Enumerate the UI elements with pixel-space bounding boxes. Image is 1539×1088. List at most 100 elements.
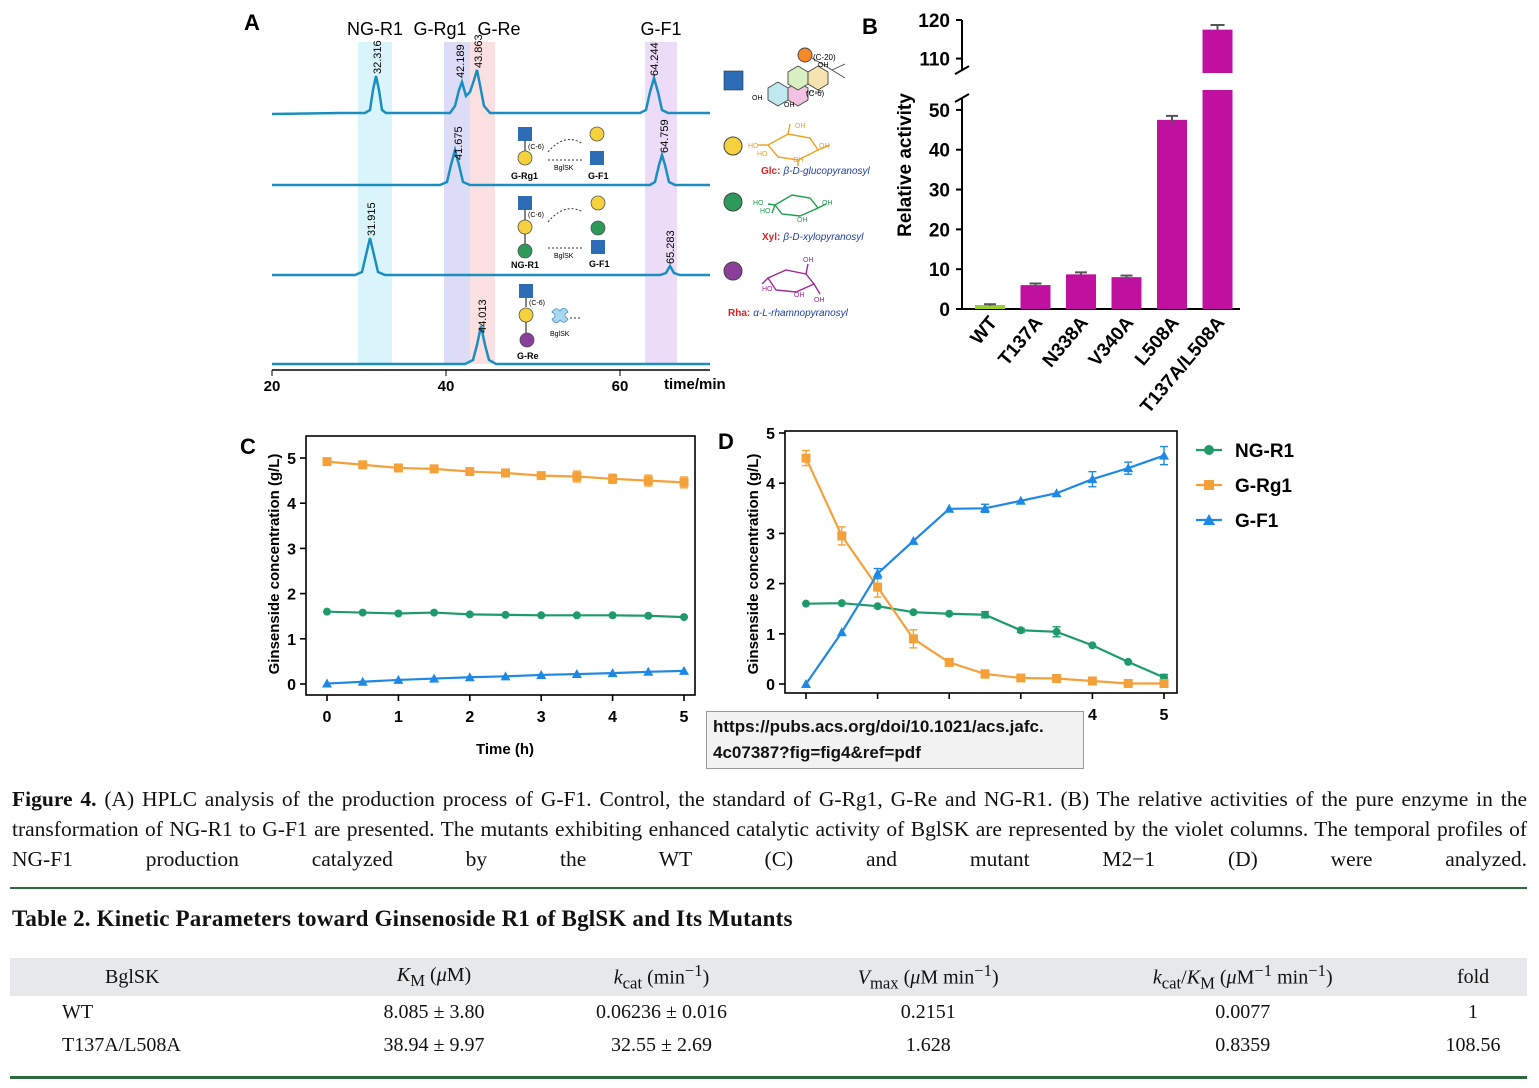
- svg-text:(C-6): (C-6): [806, 89, 825, 98]
- cell: 1: [1468, 1001, 1479, 1023]
- panel-b-label: B: [862, 14, 878, 39]
- svg-text:G-Rg1: G-Rg1: [511, 171, 538, 181]
- point-gf1: [571, 669, 582, 679]
- series-line-g-rg1: [805, 457, 1164, 685]
- point-grg1: [536, 471, 546, 481]
- svg-text:(C-6): (C-6): [529, 300, 545, 307]
- point-ngr1: [572, 611, 581, 620]
- svg-text:HO: HO: [753, 200, 764, 207]
- panel-a-label: A: [244, 10, 260, 35]
- point-gf1: [464, 672, 475, 682]
- b-ytick-label: 110: [919, 50, 950, 71]
- svg-text:Rha:α-L-rhamnopyranosyl: Rha: α-L-rhamnopyranosyl: [728, 308, 849, 319]
- point-ngr1: [465, 610, 474, 619]
- panel-b-bar-chart: B Relative activity 0 10 20 30 40 50 110 120 WTT…: [862, 11, 1240, 418]
- point-gf1: [679, 665, 689, 675]
- table-row: T137A/L508A 38.94 ± 9.97 32.55 ± 2.69 1.…: [10, 1029, 1527, 1062]
- header-kcat-km: kcat/KM (μM−1 min−1): [1066, 958, 1420, 996]
- point-gf1: [1159, 450, 1169, 460]
- caption-label: Figure 4.: [12, 787, 97, 811]
- header-km: KM (μM): [335, 958, 534, 996]
- a-x-label: time/min: [664, 376, 726, 393]
- legend-gf1-marker-icon: [1203, 514, 1215, 525]
- rt-label: 41.675: [453, 126, 465, 160]
- legend-aglycone-icon: [723, 70, 744, 91]
- svg-text:HO: HO: [748, 143, 759, 150]
- aglycone-square-icon: [518, 196, 532, 210]
- aglycone-square-icon: [590, 151, 604, 165]
- ytick-label: 3: [287, 541, 296, 558]
- d-legend: NG-R1 G-Rg1 G-F1: [1196, 441, 1295, 532]
- svg-text:BglSK: BglSK: [554, 165, 574, 172]
- b-ytick-label: 0: [939, 300, 950, 321]
- svg-text:OH: OH: [818, 62, 829, 69]
- point-gf1: [872, 568, 883, 578]
- point-ngr1: [323, 607, 331, 616]
- b-xtick-label: V340A: [1085, 313, 1139, 371]
- point-grg1: [944, 657, 954, 667]
- cell: 0.0077: [1215, 1001, 1271, 1023]
- peak-label-ngr1: NG-R1: [347, 19, 403, 39]
- b-xtick-label: T137A: [995, 313, 1048, 370]
- b-ytick-label: 30: [929, 181, 950, 202]
- b-xtick-label: WT: [967, 312, 1002, 348]
- svg-text:Glc:β-D-glucopyranosyl: Glc: β-D-glucopyranosyl: [761, 166, 871, 177]
- svg-text:(C-6): (C-6): [528, 144, 544, 151]
- b-bar: [1020, 285, 1051, 309]
- point-grg1: [801, 453, 811, 463]
- point-grg1: [465, 467, 475, 477]
- rt-label: 31.915: [366, 202, 378, 236]
- table-row: WT 8.085 ± 3.80 0.06236 ± 0.016 0.2151 0…: [10, 996, 1527, 1029]
- a-xtick: 20: [264, 378, 281, 395]
- ytick-label: 3: [766, 526, 775, 543]
- header-fold: fold: [1419, 958, 1527, 996]
- cell: T137A/L508A: [62, 1034, 181, 1056]
- a-xtick: 40: [438, 378, 455, 395]
- header-bglsk: BglSK: [10, 958, 335, 996]
- point-grg1: [873, 582, 883, 592]
- panel-c-label: C: [240, 434, 256, 459]
- point-grg1: [679, 477, 689, 487]
- cell: 0.2151: [900, 1001, 956, 1023]
- svg-text:OH: OH: [803, 257, 814, 264]
- svg-text:G-F1: G-F1: [588, 171, 609, 181]
- b-xtick-label: N338A: [1039, 313, 1093, 372]
- point-gf1: [908, 535, 919, 545]
- b-bar-upper-part: [1202, 29, 1233, 73]
- rt-label: 42.189: [455, 44, 467, 78]
- peak-label-gre: G-Re: [477, 19, 520, 39]
- b-y-axis-label: Relative activity: [895, 93, 916, 237]
- point-gf1: [357, 676, 368, 686]
- point-grg1: [908, 634, 918, 644]
- xtick-label: 0: [323, 709, 332, 726]
- point-ngr1: [945, 609, 954, 618]
- svg-text:HO: HO: [762, 286, 773, 293]
- ytick-label: 1: [287, 632, 296, 649]
- svg-text:BglSK: BglSK: [554, 253, 574, 260]
- b-axis-break-mark: [954, 93, 970, 103]
- rt-label: 65.283: [665, 230, 677, 264]
- svg-text:OH: OH: [784, 102, 795, 109]
- peak-label-gf1: G-F1: [640, 19, 681, 39]
- hplc-trace-2: [272, 145, 710, 187]
- point-grg1: [837, 531, 847, 541]
- point-ngr1: [1052, 627, 1061, 636]
- rt-label: 32.316: [372, 40, 384, 74]
- point-gf1: [1051, 488, 1062, 498]
- point-gf1: [801, 679, 811, 688]
- legend-label: NG-R1: [1235, 441, 1295, 462]
- point-ngr1: [501, 610, 510, 619]
- xyl-circle-icon: [590, 220, 606, 236]
- b-bar: [1066, 274, 1096, 309]
- point-gf1: [429, 673, 440, 683]
- divider: [10, 887, 1527, 889]
- point-gf1: [322, 678, 332, 688]
- point-grg1: [1016, 673, 1026, 683]
- aglycone-structure: [767, 47, 846, 107]
- xtick-label: 4: [608, 709, 617, 726]
- scheme-grg1: (C-6) G-Rg1 BglSK G-F1: [511, 126, 609, 181]
- glc-circle-icon: [518, 307, 534, 323]
- point-gf1: [1015, 495, 1026, 505]
- series-line-g-f1: [805, 454, 1165, 685]
- point-ngr1: [608, 611, 617, 620]
